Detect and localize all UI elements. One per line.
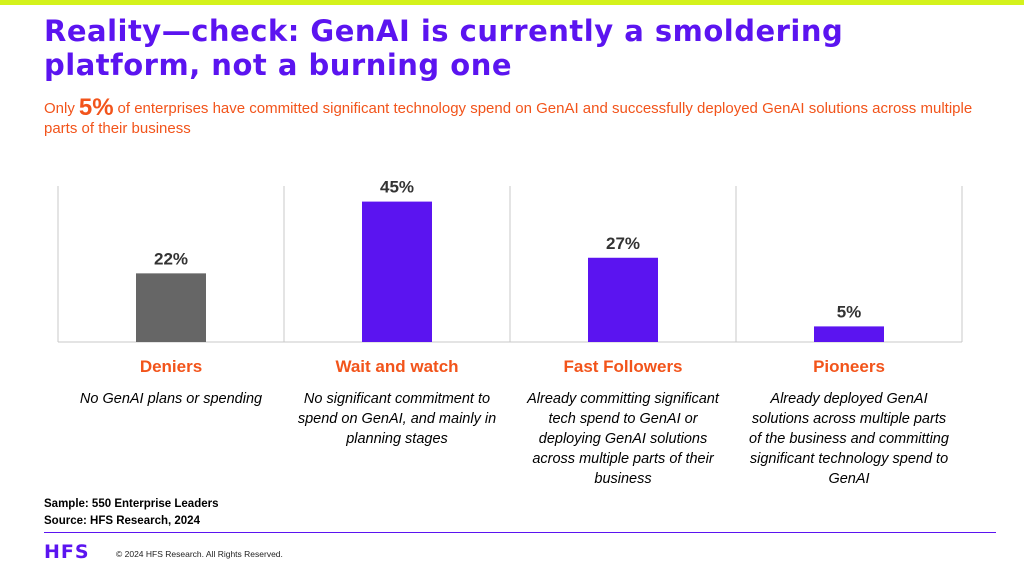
category-description: No GenAI plans or spending	[79, 391, 263, 407]
category-label: Pioneers	[813, 357, 885, 376]
data-label: 22%	[154, 249, 188, 268]
category-label: Fast Followers	[563, 357, 683, 376]
copyright-text: © 2024 HFS Research. All Rights Reserved…	[116, 549, 283, 559]
data-label: 5%	[837, 302, 862, 321]
category-description: Already deployed GenAI solutions across …	[749, 391, 949, 487]
data-label: 45%	[380, 178, 414, 197]
data-label: 27%	[606, 234, 640, 253]
subtitle-highlight: 5%	[78, 94, 114, 121]
subtitle-prefix: Only	[44, 100, 75, 117]
category-label: Deniers	[139, 357, 203, 376]
category-description: Already committing significant tech spen…	[527, 391, 719, 487]
category-description: No significant commitment to spend on Ge…	[297, 391, 497, 447]
subtitle: Only 5% of enterprises have committed sign…	[44, 96, 974, 139]
sample-note: Sample: 550 Enterprise Leaders Source: H…	[44, 496, 219, 530]
subtitle-text: of enterprises have committed significan…	[44, 100, 973, 137]
sample-text: Sample: 550 Enterprise Leaders	[44, 498, 219, 510]
source-text: Source: HFS Research, 2024	[44, 515, 200, 527]
footer-divider	[44, 532, 996, 533]
bar	[814, 326, 884, 342]
bar	[588, 257, 658, 342]
page-title: Reality—check: GenAI is currently a smol…	[44, 14, 844, 82]
top-accent-bar	[0, 0, 1024, 5]
hfs-logo: HFS	[44, 541, 90, 563]
category-label: Wait and watch	[335, 357, 459, 376]
bar	[362, 201, 432, 342]
bar	[136, 273, 206, 342]
